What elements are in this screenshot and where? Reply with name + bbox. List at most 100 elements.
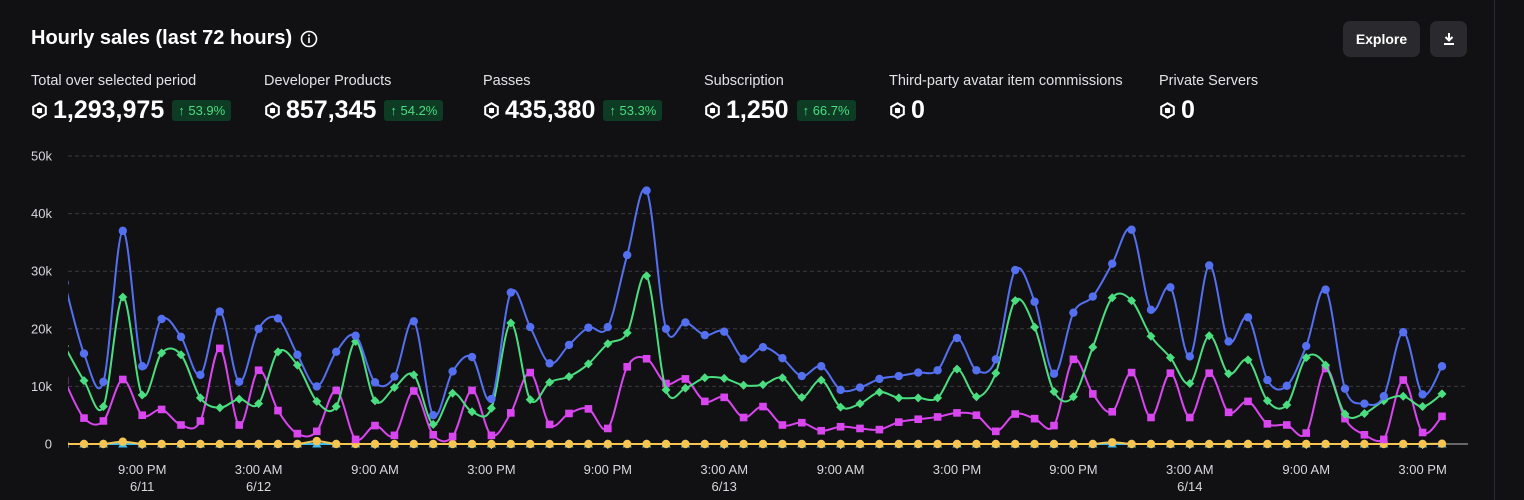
stat-value: 0	[889, 96, 925, 125]
point	[584, 439, 593, 449]
point	[894, 393, 904, 403]
info-icon[interactable]	[300, 30, 318, 48]
point	[933, 413, 942, 421]
point	[1341, 414, 1349, 423]
point	[623, 439, 632, 449]
stat-label: Subscription	[704, 73, 784, 89]
point	[293, 350, 302, 359]
point	[448, 432, 457, 441]
point	[1205, 439, 1214, 449]
stat-label: Total over selected period	[31, 73, 197, 89]
x-tick-date: 6/14	[1177, 479, 1202, 494]
point	[1127, 439, 1136, 449]
point	[817, 426, 825, 435]
change-badge: 53.9%	[172, 100, 232, 121]
point	[119, 375, 127, 384]
point	[972, 411, 981, 419]
point	[836, 439, 845, 449]
point	[506, 288, 515, 297]
point	[118, 437, 128, 446]
point	[545, 359, 554, 368]
point	[797, 439, 806, 449]
stat-value: 435,380	[483, 96, 595, 125]
point	[448, 439, 457, 449]
point	[371, 421, 379, 430]
point	[273, 347, 283, 357]
point	[856, 424, 864, 433]
point	[1283, 421, 1291, 429]
point	[79, 439, 89, 449]
point	[526, 439, 535, 449]
point	[1418, 439, 1427, 449]
point	[622, 328, 632, 338]
explore-button[interactable]: Explore	[1343, 21, 1420, 57]
point	[604, 424, 612, 433]
point	[1186, 413, 1194, 422]
point	[623, 363, 631, 371]
point	[992, 427, 1000, 436]
point	[138, 411, 146, 419]
point	[914, 439, 923, 449]
point	[758, 343, 768, 352]
series-line	[68, 187, 1443, 418]
stat-label: Private Servers	[1159, 73, 1259, 89]
stat-number: 1,293,975	[53, 96, 165, 124]
point	[1030, 414, 1039, 423]
point	[312, 382, 321, 391]
point	[1282, 400, 1292, 410]
point	[99, 417, 108, 425]
point	[971, 392, 981, 402]
point	[953, 409, 961, 417]
point	[468, 386, 476, 395]
point	[1360, 439, 1369, 449]
change-badge: 53.3%	[603, 100, 663, 121]
point	[1050, 421, 1058, 430]
point	[700, 439, 709, 449]
point	[293, 429, 302, 438]
point	[467, 352, 477, 362]
point	[681, 375, 690, 383]
point	[389, 383, 399, 393]
point	[429, 411, 438, 420]
change-badge: 54.2%	[384, 100, 444, 121]
point	[583, 359, 593, 369]
point	[1437, 389, 1447, 399]
point	[680, 383, 690, 393]
point	[1030, 439, 1039, 449]
point	[487, 394, 496, 404]
stat-row: 1,293,975 53.9%	[31, 96, 232, 125]
download-button[interactable]	[1430, 21, 1467, 57]
point	[1399, 328, 1408, 337]
point	[1243, 355, 1253, 365]
point	[798, 418, 806, 427]
point	[313, 427, 321, 436]
point	[1321, 439, 1330, 449]
series-line	[68, 273, 1443, 426]
point	[1146, 439, 1156, 449]
point	[1185, 352, 1195, 361]
point	[1166, 283, 1175, 292]
point	[1263, 420, 1272, 428]
point	[758, 380, 768, 390]
point	[196, 370, 205, 380]
point	[292, 360, 302, 370]
point	[506, 439, 515, 449]
point	[797, 371, 806, 381]
point	[138, 362, 147, 371]
point	[1438, 412, 1446, 421]
stat-row: 435,380 53.3%	[483, 96, 663, 125]
y-tick-label: 40k	[31, 206, 52, 221]
point	[1146, 331, 1156, 341]
point	[196, 417, 205, 425]
point	[1282, 381, 1292, 391]
point	[467, 407, 477, 417]
point	[118, 292, 128, 302]
point	[157, 348, 167, 358]
point	[952, 333, 962, 343]
stat-row: 1,250 66.7%	[704, 96, 856, 125]
point	[1049, 387, 1059, 397]
point	[836, 422, 845, 431]
point	[176, 332, 186, 342]
point	[1437, 362, 1447, 371]
point	[487, 439, 496, 449]
